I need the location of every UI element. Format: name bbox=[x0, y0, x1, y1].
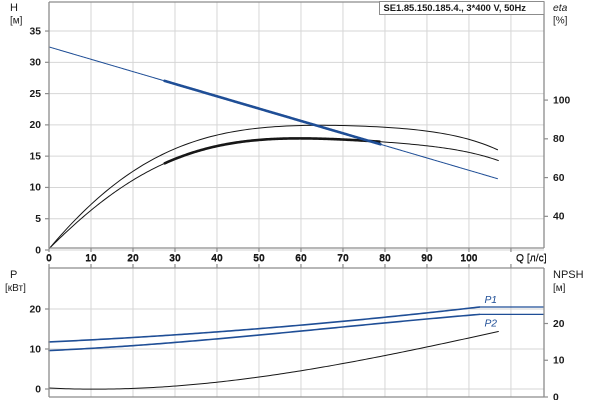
svg-text:0: 0 bbox=[35, 384, 41, 395]
svg-text:70: 70 bbox=[337, 253, 349, 264]
svg-text:10: 10 bbox=[30, 344, 42, 355]
svg-text:35: 35 bbox=[30, 26, 42, 37]
svg-text:0: 0 bbox=[553, 392, 559, 400]
svg-text:15: 15 bbox=[30, 151, 42, 162]
svg-text:[кВт]: [кВт] bbox=[5, 283, 26, 294]
svg-text:P1: P1 bbox=[484, 295, 497, 306]
svg-text:40: 40 bbox=[553, 212, 565, 223]
svg-text:80: 80 bbox=[553, 134, 565, 145]
svg-text:60: 60 bbox=[553, 173, 565, 184]
svg-text:10: 10 bbox=[553, 356, 565, 367]
svg-text:30: 30 bbox=[30, 58, 42, 69]
svg-text:20: 20 bbox=[127, 253, 139, 264]
svg-text:eta: eta bbox=[553, 3, 568, 14]
svg-text:20: 20 bbox=[30, 304, 42, 315]
svg-text:90: 90 bbox=[421, 253, 433, 264]
svg-text:80: 80 bbox=[379, 253, 391, 264]
svg-text:50: 50 bbox=[253, 253, 265, 264]
svg-text:[м]: [м] bbox=[10, 16, 23, 27]
svg-text:SE1.85.150.185.4., 3*400 V, 50: SE1.85.150.185.4., 3*400 V, 50Hz bbox=[384, 2, 527, 13]
svg-text:100: 100 bbox=[553, 95, 570, 106]
svg-text:P: P bbox=[10, 269, 17, 281]
svg-text:10: 10 bbox=[30, 183, 42, 194]
svg-text:20: 20 bbox=[553, 319, 565, 330]
svg-text:40: 40 bbox=[211, 253, 223, 264]
svg-text:Q [л/c]: Q [л/c] bbox=[516, 253, 547, 264]
svg-text:H: H bbox=[10, 2, 18, 14]
svg-text:0: 0 bbox=[35, 245, 41, 256]
svg-text:100: 100 bbox=[460, 253, 477, 264]
svg-text:10: 10 bbox=[85, 253, 97, 264]
svg-text:25: 25 bbox=[30, 89, 42, 100]
svg-text:20: 20 bbox=[30, 120, 42, 131]
svg-text:0: 0 bbox=[46, 253, 52, 264]
svg-text:5: 5 bbox=[35, 214, 41, 225]
svg-text:30: 30 bbox=[169, 253, 181, 264]
svg-text:NPSH: NPSH bbox=[553, 269, 584, 281]
svg-text:[м]: [м] bbox=[553, 283, 566, 294]
svg-text:[%]: [%] bbox=[553, 16, 568, 27]
svg-text:60: 60 bbox=[295, 253, 307, 264]
svg-text:P2: P2 bbox=[484, 318, 497, 329]
